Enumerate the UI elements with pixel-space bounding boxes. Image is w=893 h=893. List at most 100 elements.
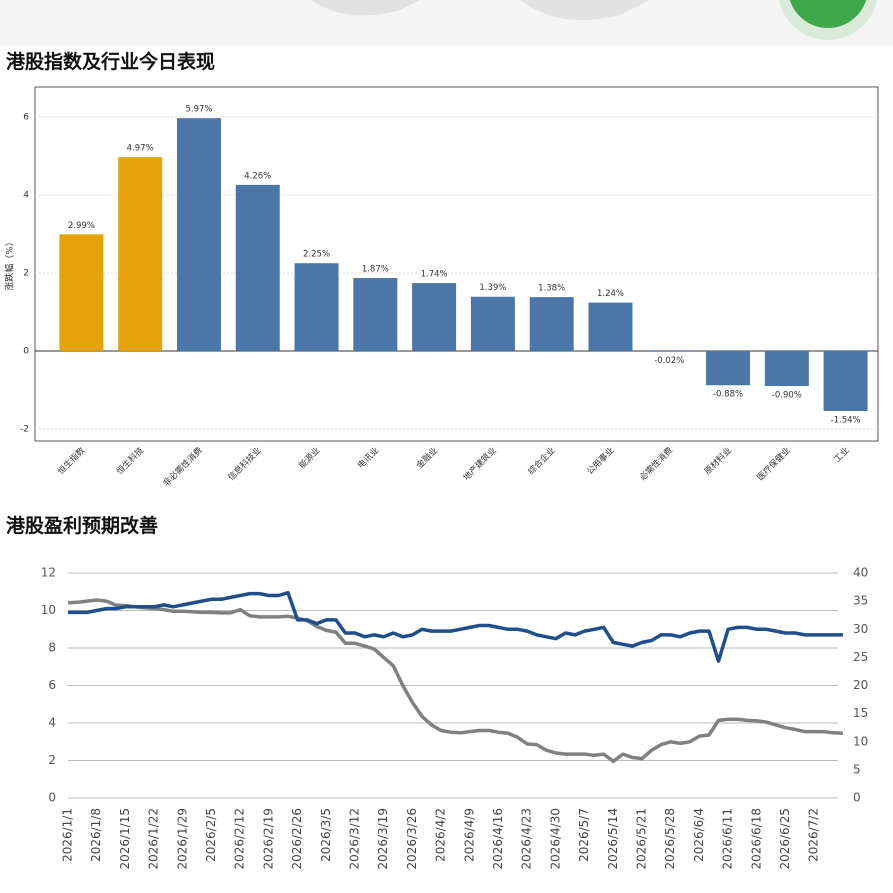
y2-tick-label: 35 <box>853 594 868 608</box>
x-tick-label: 2026/1/15 <box>118 808 132 870</box>
x-tick-label: 2026/4/30 <box>548 808 562 870</box>
x-tick-label: 公用事业 <box>585 445 617 477</box>
y2-tick-label: 40 <box>853 566 868 580</box>
x-tick-label: 2026/3/26 <box>405 808 419 870</box>
bar <box>353 278 398 351</box>
x-tick-label: 2026/4/23 <box>520 808 534 870</box>
value-label: -0.02% <box>654 356 684 366</box>
value-label: 2.25% <box>303 250 330 260</box>
bar <box>529 297 574 351</box>
value-label: 1.39% <box>479 283 506 293</box>
x-tick-label: 2026/3/12 <box>348 808 362 870</box>
y-tick-label: 2 <box>23 268 29 278</box>
x-tick-label: 2026/2/19 <box>261 808 275 870</box>
x-tick-label: 2026/7/2 <box>807 808 821 862</box>
y2-tick-label: 25 <box>853 650 868 664</box>
bar <box>176 118 221 351</box>
x-tick-label: 2026/3/19 <box>376 808 390 870</box>
x-tick-label: 2026/4/9 <box>462 808 476 862</box>
banner-circle <box>789 0 867 28</box>
bar <box>59 234 104 351</box>
x-tick-label: 必需性消费 <box>637 445 675 483</box>
y-axis-label: 涨跌幅（%） <box>4 237 16 291</box>
y2-tick-label: 5 <box>853 762 861 776</box>
y2-tick-label: 20 <box>853 678 868 692</box>
y-tick-label: 0 <box>23 346 29 356</box>
y-tick-label: 6 <box>48 678 56 692</box>
x-tick-label: 恒生指数 <box>55 445 87 477</box>
plot-frame <box>34 86 879 442</box>
x-tick-label: 电讯业 <box>355 445 381 471</box>
x-tick-label: 2026/5/7 <box>577 808 591 862</box>
bar <box>412 283 457 351</box>
series-line <box>67 598 843 764</box>
bar <box>764 350 809 387</box>
x-tick-label: 2026/4/2 <box>434 808 448 862</box>
x-tick-label: 2026/2/12 <box>233 808 247 870</box>
y-tick-label: 8 <box>48 641 56 655</box>
x-tick-label: 2026/2/26 <box>290 808 304 870</box>
x-tick-label: 恒生科技 <box>114 445 146 477</box>
value-label: 5.97% <box>185 105 212 115</box>
y-tick-label: 2 <box>48 753 56 767</box>
bar <box>588 302 633 351</box>
value-label: 4.97% <box>127 144 154 154</box>
series-line <box>68 590 843 663</box>
y-tick-label: 12 <box>41 566 56 580</box>
y-tick-label: 4 <box>48 716 56 730</box>
x-tick-label: 工业 <box>832 445 852 465</box>
x-tick-label: 非必需性消费 <box>161 445 205 489</box>
value-label: 1.38% <box>538 284 565 294</box>
x-tick-label: 2026/3/5 <box>319 808 333 862</box>
y-tick-label: 4 <box>23 190 29 200</box>
x-tick-label: 2026/1/1 <box>61 808 75 862</box>
y2-tick-label: 30 <box>853 622 868 636</box>
bar <box>118 157 163 351</box>
x-tick-label: 2026/6/25 <box>778 808 792 870</box>
value-label: 1.74% <box>421 270 448 280</box>
y2-tick-label: 10 <box>853 734 868 748</box>
y-tick-label: -2 <box>20 424 29 434</box>
x-tick-label: 信息科技业 <box>226 445 264 483</box>
x-tick-label: 2026/5/28 <box>663 808 677 870</box>
x-tick-label: 原材料业 <box>702 445 734 477</box>
value-label: 4.26% <box>244 171 271 181</box>
section-title: 港股盈利预期改善 <box>6 514 158 537</box>
x-tick-label: 2026/5/14 <box>606 808 620 870</box>
x-tick-label: 2026/5/21 <box>635 808 649 870</box>
value-label: -1.54% <box>831 415 861 425</box>
value-label: -0.88% <box>713 390 743 400</box>
x-tick-label: 2026/6/4 <box>692 808 706 862</box>
y-tick-label: 10 <box>41 603 56 617</box>
x-tick-label: 地产建筑业 <box>461 445 499 483</box>
section-title: 港股指数及行业今日表现 <box>6 50 215 73</box>
y2-tick-label: 0 <box>853 791 861 805</box>
y2-tick-label: 15 <box>853 706 868 720</box>
x-tick-label: 能源业 <box>297 445 323 471</box>
bar <box>823 350 868 411</box>
value-label: 1.24% <box>597 289 624 299</box>
value-label: 2.99% <box>68 221 95 231</box>
x-tick-label: 2026/1/29 <box>175 808 189 870</box>
x-tick-label: 综合企业 <box>526 445 558 477</box>
bar <box>706 350 751 386</box>
x-tick-label: 医疗保健业 <box>755 445 793 483</box>
x-tick-label: 2026/4/16 <box>491 808 505 870</box>
bar <box>647 350 692 352</box>
value-label: -0.90% <box>772 391 802 401</box>
x-tick-label: 金融业 <box>414 445 440 471</box>
bar <box>470 296 515 351</box>
x-tick-label: 2026/6/11 <box>721 808 735 870</box>
banner-map <box>310 0 650 20</box>
y-tick-label: 0 <box>48 791 56 805</box>
y-tick-label: 6 <box>23 113 29 123</box>
bar <box>235 184 280 351</box>
x-tick-label: 2026/2/5 <box>204 808 218 862</box>
value-label: 1.87% <box>362 265 389 275</box>
bar <box>294 263 339 351</box>
x-tick-label: 2026/1/8 <box>89 808 103 862</box>
banner <box>0 0 893 46</box>
x-tick-label: 2026/1/22 <box>147 808 161 870</box>
x-tick-label: 2026/6/18 <box>749 808 763 870</box>
